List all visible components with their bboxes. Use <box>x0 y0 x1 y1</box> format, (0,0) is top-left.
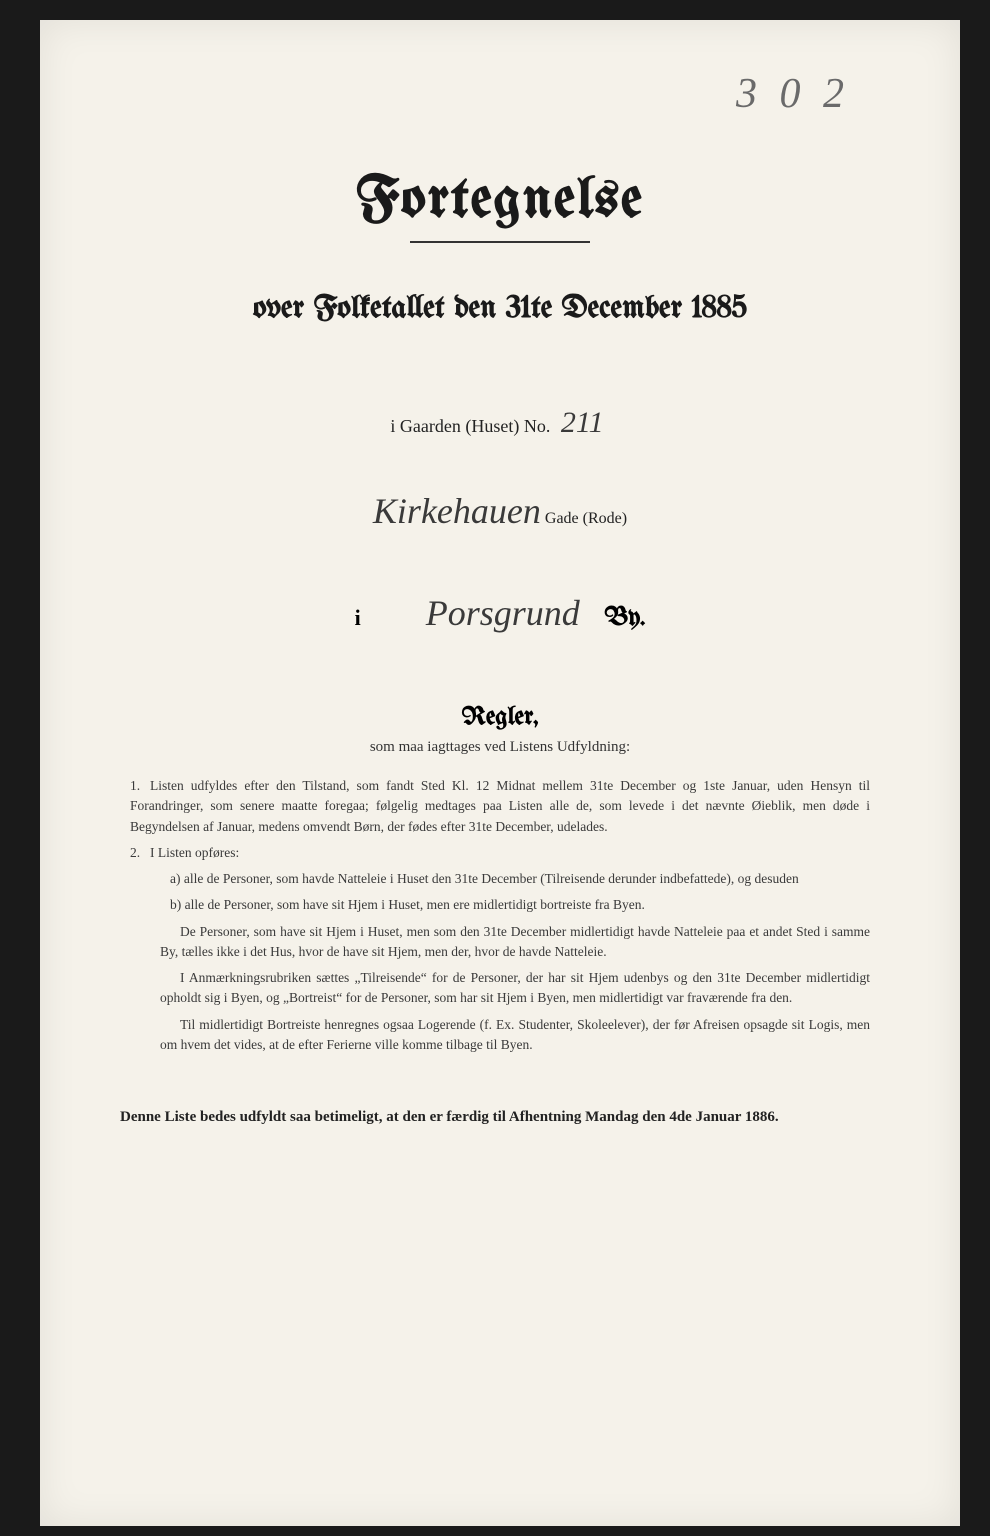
by-prefix: i <box>355 605 361 630</box>
gaarden-prefix: i Gaarden (Huset) No. <box>390 416 550 436</box>
rule-para3: De Personer, som have sit Hjem i Huset, … <box>130 922 870 963</box>
document-page: 3 0 2 Fortegnelse over Folketallet den 3… <box>40 20 960 1526</box>
gaarden-line: i Gaarden (Huset) No. 211 <box>110 406 890 440</box>
rule-2-intro: 2.I Listen opføres: <box>130 843 870 863</box>
by-suffix: By. <box>605 605 646 632</box>
gade-value: Kirkehauen <box>373 491 541 531</box>
by-value: Porsgrund <box>426 593 580 633</box>
by-line: i Porsgrund By. <box>110 592 890 634</box>
subtitle: over Folketallet den 31te December 1885 <box>110 293 890 326</box>
page-number-handwritten: 3 0 2 <box>736 70 850 118</box>
gaarden-value: 211 <box>555 406 610 439</box>
rule-para4: I Anmærkningsrubriken sættes „Tilreisend… <box>130 968 870 1009</box>
rule-1: 1.Listen udfyldes efter den Tilstand, so… <box>130 776 870 837</box>
rules-body: 1.Listen udfyldes efter den Tilstand, so… <box>110 776 890 1055</box>
rule-2a: a) alle de Personer, som havde Natteleie… <box>130 869 870 889</box>
title-underline <box>410 241 590 243</box>
footer-note: Denne Liste bedes udfyldt saa betimeligt… <box>110 1105 890 1129</box>
regler-heading: Regler, <box>110 704 890 731</box>
main-title: Fortegnelse <box>110 170 890 231</box>
gade-line: Kirkehauen Gade (Rode) <box>110 490 890 532</box>
rule-para5: Til midlertidigt Bortreiste henregnes og… <box>130 1015 870 1056</box>
rule-2b: b) alle de Personer, som have sit Hjem i… <box>130 895 870 915</box>
regler-subheading: som maa iagttages ved Listens Udfyldning… <box>110 739 890 756</box>
gade-suffix: Gade (Rode) <box>545 510 627 527</box>
